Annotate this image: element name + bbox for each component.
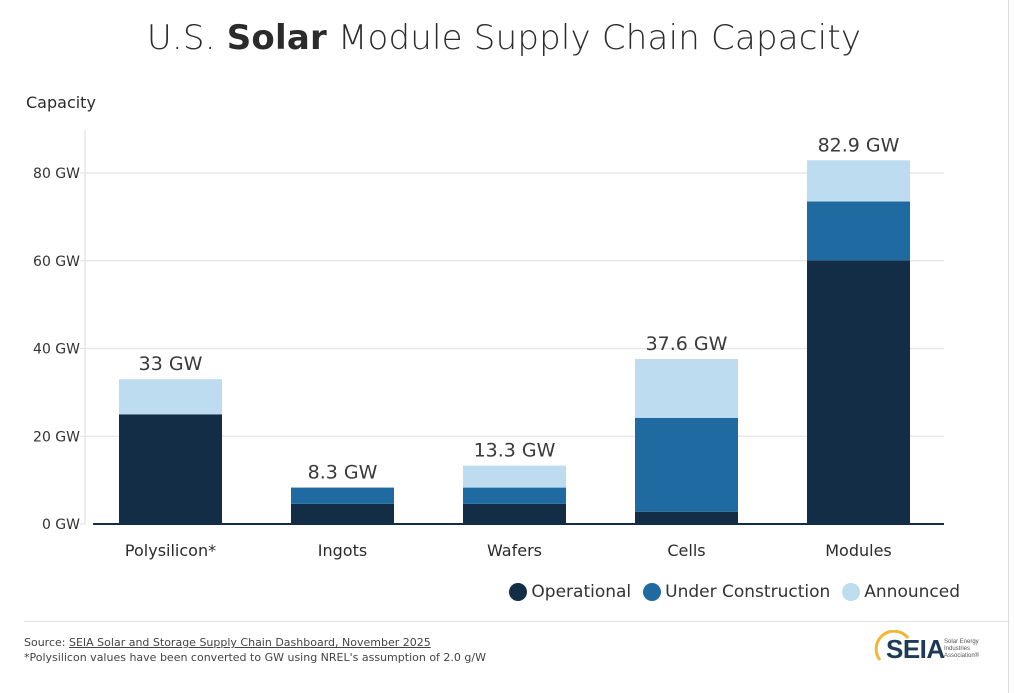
y-tick-label: 20 GW (33, 429, 80, 445)
total-label: 37.6 GW (646, 333, 728, 355)
bar-segment-operational[interactable] (807, 260, 910, 524)
source-line: Source: SEIA Solar and Storage Supply Ch… (24, 635, 486, 650)
footer: Source: SEIA Solar and Storage Supply Ch… (24, 635, 486, 665)
legend-dot-operational-icon (509, 583, 528, 601)
logo-sub3: Association® (944, 653, 980, 659)
title-suffix: Module Supply Chain Capacity (337, 18, 862, 58)
bar-segment-operational[interactable] (463, 503, 566, 524)
y-tick-label: 40 GW (33, 342, 80, 358)
footnote: *Polysilicon values have been converted … (24, 651, 486, 664)
legend-dot-under-construction-icon (643, 583, 662, 601)
source-link[interactable]: SEIA Solar and Storage Supply Chain Dash… (68, 636, 431, 649)
y-tick-label: 60 GW (33, 254, 80, 270)
bar-segment-under-construction[interactable] (291, 487, 394, 504)
bar-segment-under-construction[interactable] (463, 487, 566, 504)
y-axis-ticks: 0 GW 20 GW 40 GW 60 GW 80 GW (33, 166, 80, 533)
footer-divider (24, 621, 1010, 622)
source-prefix: Source: (24, 636, 69, 649)
total-labels: 33 GW 8.3 GW 13.3 GW 37.6 GW 82.9 GW (139, 134, 900, 483)
category-label: Cells (667, 541, 705, 560)
category-label: Polysilicon* (125, 541, 216, 560)
title-bold: Solar (226, 18, 327, 58)
bar-segment-operational[interactable] (119, 414, 222, 524)
category-label: Ingots (318, 541, 367, 560)
bar-segment-under-construction[interactable] (807, 201, 910, 261)
logo-sub1: Solar Energy (944, 639, 979, 645)
legend-label: Under Construction (665, 582, 831, 602)
logo-subtitle: Solar Energy Industries Association® (944, 639, 979, 660)
bars (93, 160, 944, 525)
total-label: 13.3 GW (474, 440, 556, 462)
category-label: Wafers (487, 541, 542, 560)
total-label: 33 GW (139, 353, 203, 375)
bar-segment-announced[interactable] (807, 160, 910, 202)
legend-item-announced[interactable]: Announced (842, 582, 960, 602)
y-axis-title: Capacity (26, 93, 96, 112)
legend: Operational Under Construction Announced (509, 582, 960, 602)
frame-border (1008, 0, 1009, 693)
legend-item-operational[interactable]: Operational (509, 582, 631, 602)
total-label: 82.9 GW (818, 134, 900, 156)
logo-wordmark: SEIA (886, 634, 945, 664)
legend-item-under-construction[interactable]: Under Construction (643, 582, 830, 602)
sun-arc-icon (874, 630, 910, 661)
bar-segment-operational[interactable] (635, 511, 738, 524)
y-tick-label: 0 GW (42, 517, 80, 533)
seia-logo: SEIA Solar Energy Industries Association… (872, 630, 987, 666)
category-label: Modules (825, 541, 892, 560)
legend-label: Announced (864, 582, 960, 602)
legend-label: Operational (531, 582, 632, 602)
bar-segment-operational[interactable] (291, 503, 394, 524)
y-tick-label: 80 GW (33, 166, 80, 182)
category-labels: Polysilicon* Ingots Wafers Cells Modules (125, 541, 892, 560)
bar-segment-announced[interactable] (119, 379, 222, 415)
bar-segment-announced[interactable] (635, 359, 738, 418)
bar-segment-announced[interactable] (463, 465, 566, 488)
legend-dot-announced-icon (842, 583, 861, 601)
logo-sub2: Industries (944, 646, 971, 652)
bar-segment-under-construction[interactable] (635, 417, 738, 512)
gridlines (80, 130, 944, 525)
chart-title: U.S. Solar Module Supply Chain Capacity (0, 18, 1008, 58)
total-label: 8.3 GW (308, 462, 378, 484)
title-prefix: U.S. (146, 18, 216, 58)
